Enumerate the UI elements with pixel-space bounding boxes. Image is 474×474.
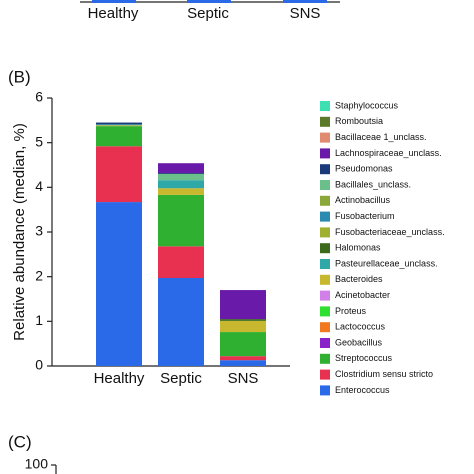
legend-swatch (320, 322, 330, 333)
legend-swatch (320, 101, 330, 111)
legend-label: Acinetobacter (335, 290, 390, 300)
panel-a-bar-edge (283, 0, 327, 3)
bar-segment (96, 124, 142, 126)
legend-swatch (320, 306, 330, 317)
y-tick-label: 2 (35, 267, 43, 283)
y-tick-label: 100 (25, 456, 49, 472)
y-tick-label: 6 (35, 89, 43, 105)
panel-a-bar-edge (92, 0, 136, 3)
legend-swatch (320, 132, 330, 143)
bar-segment (96, 122, 142, 125)
legend-swatch (320, 369, 330, 380)
legend-swatch (320, 353, 330, 364)
y-tick-label: 1 (35, 312, 43, 328)
legend-swatch (320, 211, 330, 222)
bar-segment (96, 202, 142, 366)
legend-label: Streptococcus (335, 353, 393, 363)
bar-segment (158, 194, 204, 247)
legend-label: Staphylococcus (335, 100, 399, 110)
bar-segment (220, 319, 266, 321)
legend-label: Lactococcus (335, 322, 386, 332)
bar-segment (158, 163, 204, 174)
legend-swatch (320, 116, 330, 127)
x-tick-label: Healthy (94, 370, 145, 387)
x-tick-label: Septic (160, 370, 202, 387)
bar-segment (158, 278, 204, 366)
legend-swatch (320, 195, 330, 206)
bar-segment (220, 320, 266, 333)
legend-swatch (320, 338, 330, 348)
bar-segment (220, 356, 266, 361)
legend-label: Halomonas (335, 243, 381, 253)
legend-swatch (320, 164, 330, 175)
x-tick-label: Healthy (88, 5, 139, 22)
bar-segment (220, 360, 266, 366)
legend-label: Fusobacterium (335, 211, 395, 221)
legend-label: Romboutsia (335, 116, 383, 126)
legend-label: Geobacillus (335, 337, 383, 347)
legend-swatch (320, 274, 330, 285)
bar-segment (158, 173, 204, 181)
bar-segment (158, 188, 204, 195)
bar-segment (158, 246, 204, 279)
legend-swatch (320, 385, 330, 396)
y-tick-label: 5 (35, 133, 43, 149)
bar-segment (96, 126, 142, 147)
panel-label: (C) (8, 432, 32, 451)
y-axis-title: Relative abundance (median, %) (11, 123, 28, 341)
legend-swatch (320, 180, 330, 190)
bar-segment (220, 290, 266, 320)
y-tick-label: 0 (35, 357, 43, 373)
panel-label: (B) (8, 67, 31, 86)
bar-segment (96, 125, 142, 127)
legend-label: Bacillales_unclass. (335, 179, 411, 189)
legend-swatch (320, 148, 330, 159)
legend-label: Pseudomonas (335, 164, 393, 174)
x-tick-label: Septic (187, 5, 229, 22)
bar-segment (220, 332, 266, 357)
legend-label: Fusobacteriaceae_unclass. (335, 227, 445, 237)
legend-label: Bacteroides (335, 274, 383, 284)
legend-swatch (320, 259, 330, 269)
bar-segment (158, 173, 204, 174)
legend-label: Lachnospiraceae_unclass. (335, 148, 442, 158)
y-tick-label: 3 (35, 223, 43, 239)
x-tick-label: SNS (290, 5, 321, 22)
y-tick-label: 4 (35, 178, 43, 194)
x-tick-label: SNS (228, 370, 259, 387)
legend-label: Bacillaceae 1_unclass. (335, 132, 427, 142)
legend-swatch (320, 290, 330, 301)
legend-label: Pasteurellaceae_unclass. (335, 258, 438, 268)
bar-segment (96, 146, 142, 203)
legend-swatch (320, 243, 330, 254)
panel-a-bar-edge (187, 0, 231, 3)
legend-label: Enterococcus (335, 385, 390, 395)
legend-swatch (320, 227, 330, 238)
legend-label: Actinobacillus (335, 195, 391, 205)
legend-label: Clostridium sensu stricto (335, 369, 433, 379)
bar-segment (158, 180, 204, 189)
legend-label: Proteus (335, 306, 367, 316)
